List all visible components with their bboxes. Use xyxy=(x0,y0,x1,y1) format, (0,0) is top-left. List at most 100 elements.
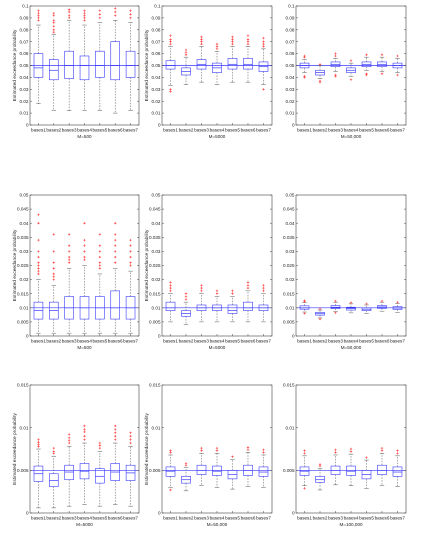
outlier-point xyxy=(67,433,71,436)
box-bases5 xyxy=(361,53,372,77)
box-body xyxy=(110,41,120,81)
box-bases6 xyxy=(377,53,387,76)
outlier-point xyxy=(200,449,203,452)
outlier-point xyxy=(396,54,399,58)
outlier-point xyxy=(184,295,188,298)
outlier-point xyxy=(396,73,399,77)
outlier-point xyxy=(200,42,203,46)
outlier-point xyxy=(114,244,117,247)
plot-frame xyxy=(295,194,407,337)
box-bases4 xyxy=(346,301,356,314)
outlier-point xyxy=(83,222,86,225)
y-tick-label: 0.06 xyxy=(20,51,29,56)
outlier-point xyxy=(215,289,219,293)
box-bases7 xyxy=(392,54,403,77)
x-tick-label: bases7 xyxy=(123,128,138,133)
outlier-point xyxy=(349,78,353,81)
y-tick-label: 0.025 xyxy=(283,263,295,268)
box-bases5 xyxy=(227,289,238,323)
x-tick-label: bases7 xyxy=(256,339,271,344)
outlier-point xyxy=(129,250,132,253)
y-tick-label: 0.005 xyxy=(283,468,295,473)
outlier-point xyxy=(262,284,265,287)
box-bases4 xyxy=(79,9,90,111)
y-axis-label: Estimated exceedance probability xyxy=(144,229,150,301)
outlier-point xyxy=(262,42,265,46)
outlier-point xyxy=(52,21,55,24)
box-bases7 xyxy=(125,431,136,507)
y-tick-label: 0.05 xyxy=(286,63,295,68)
box-bases1 xyxy=(165,449,176,492)
box-bases5 xyxy=(95,441,105,507)
x-tick-label: bases7 xyxy=(256,516,271,521)
plot-frame xyxy=(29,5,140,126)
outlier-point xyxy=(83,428,86,431)
outlier-point xyxy=(83,258,86,262)
outlier-point xyxy=(262,451,265,454)
box-body xyxy=(346,465,356,476)
outlier-point xyxy=(334,75,337,78)
outlier-point xyxy=(215,45,219,48)
outlier-point xyxy=(303,487,306,490)
x-axis-label: M=50,000 xyxy=(207,522,228,527)
y-tick-label: 0.04 xyxy=(152,221,161,226)
outlier-point xyxy=(365,456,368,459)
outlier-point xyxy=(129,9,132,12)
box-bases1 xyxy=(299,449,310,490)
box-body xyxy=(243,58,253,70)
outlier-point xyxy=(37,14,40,17)
outlier-point xyxy=(365,53,368,56)
outlier-point xyxy=(184,53,188,56)
y-tick-label: 0 xyxy=(26,334,29,339)
outlier-point xyxy=(37,11,40,15)
outlier-point xyxy=(215,292,219,295)
box-bases5 xyxy=(227,455,238,490)
outlier-point xyxy=(52,14,55,17)
x-axis-label: M=5000 xyxy=(209,134,226,139)
y-tick-label: 0.01 xyxy=(152,425,161,430)
outlier-point xyxy=(67,233,71,236)
y-tick-label: 0.04 xyxy=(286,221,295,226)
box-bases7 xyxy=(392,300,403,313)
box-body xyxy=(243,301,253,311)
outlier-point xyxy=(52,272,55,276)
y-tick-label: 0.05 xyxy=(20,63,29,68)
outlier-point xyxy=(67,8,71,11)
box-bases3 xyxy=(196,284,207,323)
y-tick-label: 0.04 xyxy=(20,75,29,80)
outlier-point xyxy=(83,430,86,434)
outlier-point xyxy=(37,438,40,441)
outlier-point xyxy=(37,238,40,242)
outlier-point xyxy=(349,301,353,304)
outlier-point xyxy=(262,88,265,91)
outlier-point xyxy=(52,261,55,264)
outlier-point xyxy=(200,284,203,287)
outlier-point xyxy=(129,435,132,438)
outlier-point xyxy=(129,261,132,264)
x-tick-label: bases1 xyxy=(297,128,312,133)
outlier-point xyxy=(380,53,384,56)
box-body xyxy=(212,465,222,476)
plot-frame xyxy=(29,384,140,514)
outlier-point xyxy=(200,38,203,41)
x-tick-label: bases7 xyxy=(123,516,138,521)
box-bases3 xyxy=(330,448,341,486)
box-bases3 xyxy=(64,8,74,111)
outlier-point xyxy=(246,42,250,46)
outlier-point xyxy=(129,264,132,267)
outlier-point xyxy=(83,19,86,22)
outlier-point xyxy=(262,289,265,293)
y-tick-label: 0.01 xyxy=(152,111,161,116)
plot-frame xyxy=(161,384,273,514)
y-tick-label: 0.02 xyxy=(152,99,161,104)
box-bases5 xyxy=(95,9,105,111)
y-tick-label: 0 xyxy=(26,123,29,128)
outlier-point xyxy=(67,255,71,259)
outlier-point xyxy=(114,255,117,259)
y-tick-label: 0.04 xyxy=(20,221,29,226)
y-tick-label: 0.035 xyxy=(149,235,161,240)
box-bases6 xyxy=(377,446,387,486)
y-tick-label: 0.025 xyxy=(17,263,29,268)
y-axis-label: Estimated exceedance probability xyxy=(12,413,18,485)
y-tick-label: 0.015 xyxy=(149,291,161,296)
